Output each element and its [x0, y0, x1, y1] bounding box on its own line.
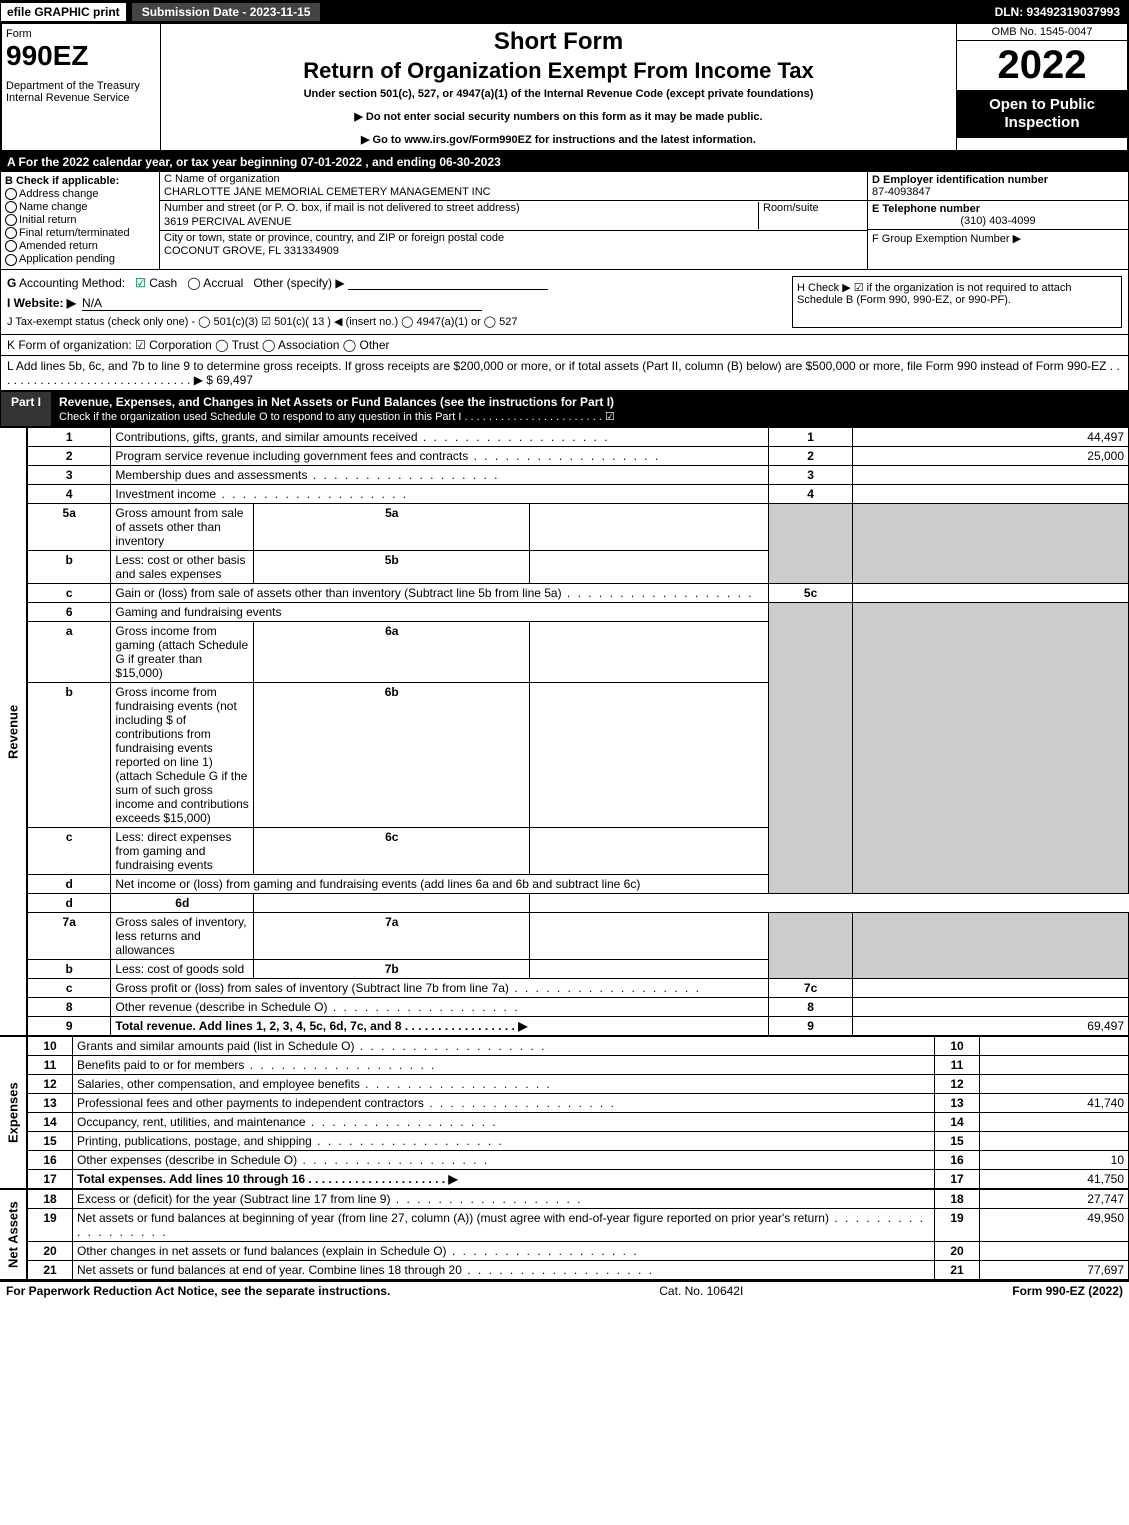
efile-label: efile GRAPHIC print — [1, 3, 126, 21]
header-left: Form 990EZ Department of the Treasury In… — [2, 24, 161, 150]
room-label: Room/suite — [763, 202, 819, 214]
street-row: Number and street (or P. O. box, if mail… — [160, 201, 867, 230]
part1-title: Revenue, Expenses, and Changes in Net As… — [51, 392, 1128, 426]
form-header: Form 990EZ Department of the Treasury In… — [0, 24, 1129, 152]
table-row: 11Benefits paid to or for members11 — [28, 1055, 1129, 1074]
under-section: Under section 501(c), 527, or 4947(a)(1)… — [165, 88, 952, 100]
revenue-table: 1Contributions, gifts, grants, and simil… — [27, 427, 1129, 1036]
check-name: Name change — [5, 201, 155, 213]
expenses-section: Expenses 10Grants and similar amounts pa… — [0, 1036, 1129, 1189]
omb-number: OMB No. 1545-0047 — [957, 24, 1127, 41]
line-k: K Form of organization: ☑ Corporation ◯ … — [0, 335, 1129, 356]
table-row: 1Contributions, gifts, grants, and simil… — [28, 427, 1129, 446]
table-row: 18Excess or (deficit) for the year (Subt… — [28, 1189, 1129, 1208]
table-row: 10Grants and similar amounts paid (list … — [28, 1036, 1129, 1055]
group-exemption-cell: F Group Exemption Number ▶ — [868, 230, 1128, 247]
table-row: 17Total expenses. Add lines 10 through 1… — [28, 1169, 1129, 1188]
check-initial: Initial return — [5, 214, 155, 226]
ein-cell: D Employer identification number 87-4093… — [868, 172, 1128, 201]
city: COCONUT GROVE, FL 331334909 — [164, 245, 339, 257]
table-row: cGain or (loss) from sale of assets othe… — [28, 583, 1129, 602]
col-b-title: B Check if applicable: — [5, 175, 155, 187]
table-row: 6Gaming and fundraising events — [28, 602, 1129, 621]
block-bcdef: B Check if applicable: Address change Na… — [0, 172, 1129, 270]
table-row: 2Program service revenue including gover… — [28, 446, 1129, 465]
org-name-row: C Name of organization CHARLOTTE JANE ME… — [160, 172, 867, 201]
table-row: 16Other expenses (describe in Schedule O… — [28, 1150, 1129, 1169]
check-final: Final return/terminated — [5, 227, 155, 239]
form-number: 990EZ — [6, 40, 156, 72]
section-g-left: G Accounting Method: ☑ Cash ◯ Accrual Ot… — [7, 276, 792, 328]
line-h: H Check ▶ ☑ if the organization is not r… — [792, 276, 1122, 328]
table-row: 19Net assets or fund balances at beginni… — [28, 1208, 1129, 1241]
revenue-section: Revenue 1Contributions, gifts, grants, a… — [0, 427, 1129, 1036]
table-row: 13Professional fees and other payments t… — [28, 1093, 1129, 1112]
header-right: OMB No. 1545-0047 2022 Open to Public In… — [956, 24, 1127, 150]
col-c: C Name of organization CHARLOTTE JANE ME… — [160, 172, 867, 269]
ssn-notice: ▶ Do not enter social security numbers o… — [165, 110, 952, 123]
table-row: 9Total revenue. Add lines 1, 2, 3, 4, 5c… — [28, 1016, 1129, 1035]
table-row: dNet income or (loss) from gaming and fu… — [28, 893, 1129, 912]
dln: DLN: 93492319037993 — [987, 3, 1128, 21]
open-to-public: Open to Public Inspection — [957, 90, 1127, 138]
netassets-section: Net Assets 18Excess or (deficit) for the… — [0, 1189, 1129, 1280]
col-b: B Check if applicable: Address change Na… — [1, 172, 160, 269]
table-row: 21Net assets or fund balances at end of … — [28, 1260, 1129, 1279]
ein: 87-4093847 — [872, 186, 931, 198]
expenses-vlabel: Expenses — [0, 1036, 27, 1189]
expenses-table: 10Grants and similar amounts paid (list … — [27, 1036, 1129, 1189]
footer-right: Form 990-EZ (2022) — [1012, 1284, 1123, 1298]
street: 3619 PERCIVAL AVENUE — [164, 216, 292, 228]
check-amended: Amended return — [5, 240, 155, 252]
top-bar: efile GRAPHIC print Submission Date - 20… — [0, 0, 1129, 24]
table-row: 15Printing, publications, postage, and s… — [28, 1131, 1129, 1150]
footer-left: For Paperwork Reduction Act Notice, see … — [6, 1284, 390, 1298]
table-row: 5aGross amount from sale of assets other… — [28, 503, 1129, 550]
part1-header: Part I Revenue, Expenses, and Changes in… — [0, 391, 1129, 427]
part1-label: Part I — [1, 392, 51, 426]
org-name: CHARLOTTE JANE MEMORIAL CEMETERY MANAGEM… — [164, 186, 491, 198]
table-row: 14Occupancy, rent, utilities, and mainte… — [28, 1112, 1129, 1131]
tax-year: 2022 — [957, 41, 1127, 90]
table-row: 7aGross sales of inventory, less returns… — [28, 912, 1129, 959]
netassets-vlabel: Net Assets — [0, 1189, 27, 1280]
phone-cell: E Telephone number (310) 403-4099 — [868, 201, 1128, 230]
line-a: A For the 2022 calendar year, or tax yea… — [0, 152, 1129, 172]
table-row: 4Investment income4 — [28, 484, 1129, 503]
table-row: 20Other changes in net assets or fund ba… — [28, 1241, 1129, 1260]
check-pending: Application pending — [5, 253, 155, 265]
line-j: J Tax-exempt status (check only one) - ◯… — [7, 315, 792, 328]
form-word: Form — [6, 28, 156, 40]
city-row: City or town, state or province, country… — [160, 231, 867, 259]
netassets-table: 18Excess or (deficit) for the year (Subt… — [27, 1189, 1129, 1280]
page-footer: For Paperwork Reduction Act Notice, see … — [0, 1280, 1129, 1300]
revenue-vlabel: Revenue — [0, 427, 27, 1036]
line-g: G Accounting Method: ☑ Cash ◯ Accrual Ot… — [7, 276, 792, 290]
website-value: N/A — [82, 296, 482, 311]
return-title: Return of Organization Exempt From Incom… — [165, 58, 952, 84]
irs-link-notice: ▶ Go to www.irs.gov/Form990EZ for instru… — [165, 133, 952, 146]
footer-mid: Cat. No. 10642I — [659, 1284, 743, 1298]
header-center: Short Form Return of Organization Exempt… — [161, 24, 956, 150]
short-form-title: Short Form — [165, 28, 952, 56]
line-l: L Add lines 5b, 6c, and 7b to line 9 to … — [0, 356, 1129, 391]
phone: (310) 403-4099 — [872, 215, 1124, 227]
table-row: 3Membership dues and assessments3 — [28, 465, 1129, 484]
table-row: cGross profit or (loss) from sales of in… — [28, 978, 1129, 997]
submission-date: Submission Date - 2023-11-15 — [130, 1, 323, 23]
table-row: 8Other revenue (describe in Schedule O)8 — [28, 997, 1129, 1016]
check-address: Address change — [5, 188, 155, 200]
department: Department of the Treasury Internal Reve… — [6, 80, 156, 104]
table-row: 12Salaries, other compensation, and empl… — [28, 1074, 1129, 1093]
section-ghij: G Accounting Method: ☑ Cash ◯ Accrual Ot… — [0, 270, 1129, 335]
line-i: I Website: ▶ N/A — [7, 296, 792, 311]
col-def: D Employer identification number 87-4093… — [867, 172, 1128, 269]
